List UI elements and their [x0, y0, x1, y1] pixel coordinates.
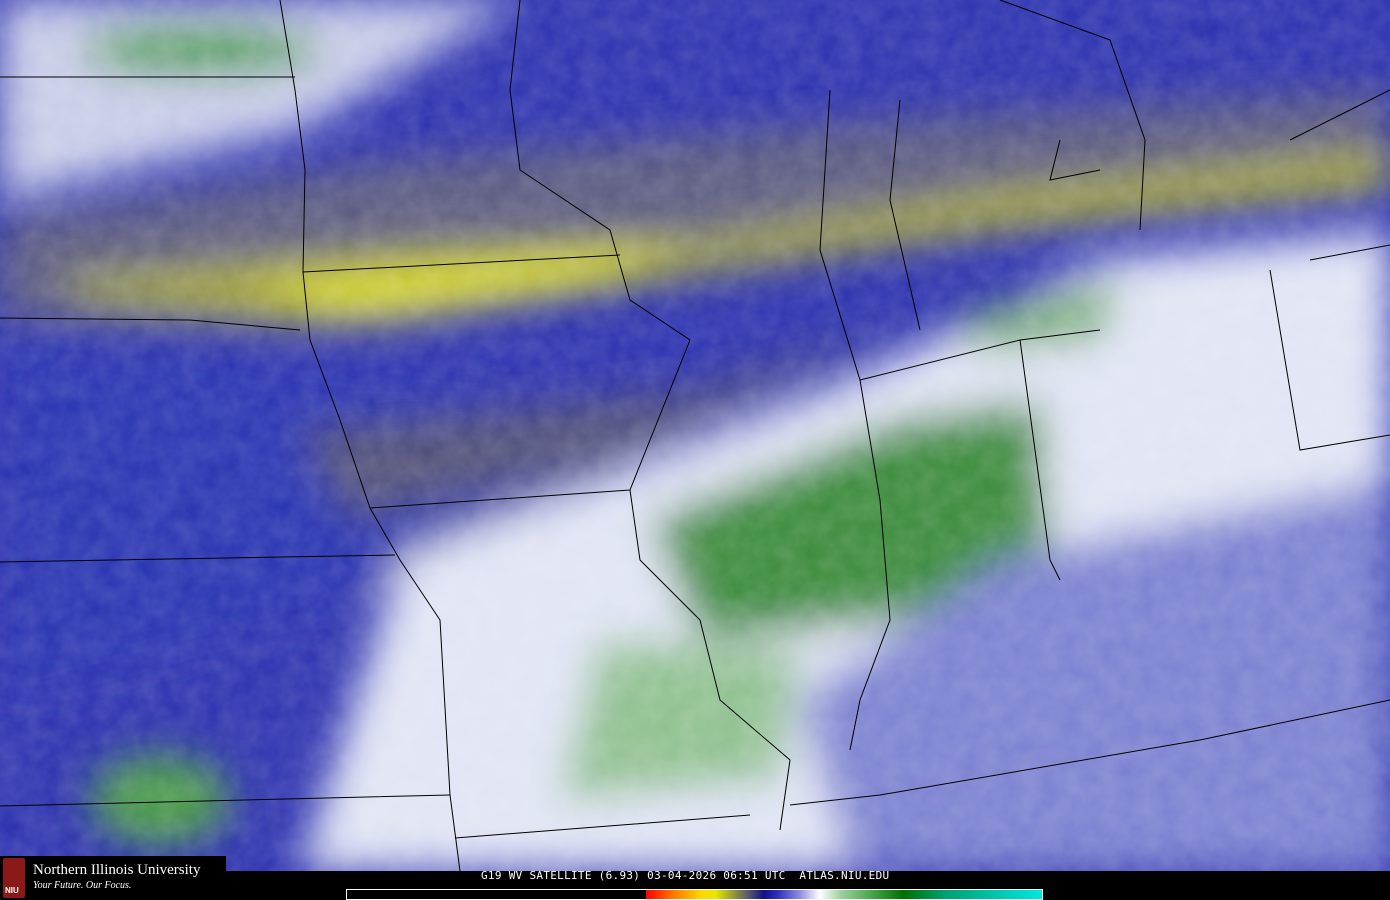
logo-tagline: Your Future. Our Focus. [33, 880, 132, 891]
emblem-text: NIU [5, 886, 19, 895]
image-caption: G19 WV SATELLITE (6.93) 03-04-2026 06:51… [481, 869, 890, 882]
niu-emblem-icon: NIU [3, 858, 25, 898]
logo-name: Northern Illinois University [33, 862, 201, 878]
color-scale-bar [346, 889, 1043, 900]
niu-logo: NIU Northern Illinois University Your Fu… [0, 856, 226, 900]
water-vapor-satellite-image [0, 0, 1390, 871]
state-borders [0, 0, 1390, 871]
